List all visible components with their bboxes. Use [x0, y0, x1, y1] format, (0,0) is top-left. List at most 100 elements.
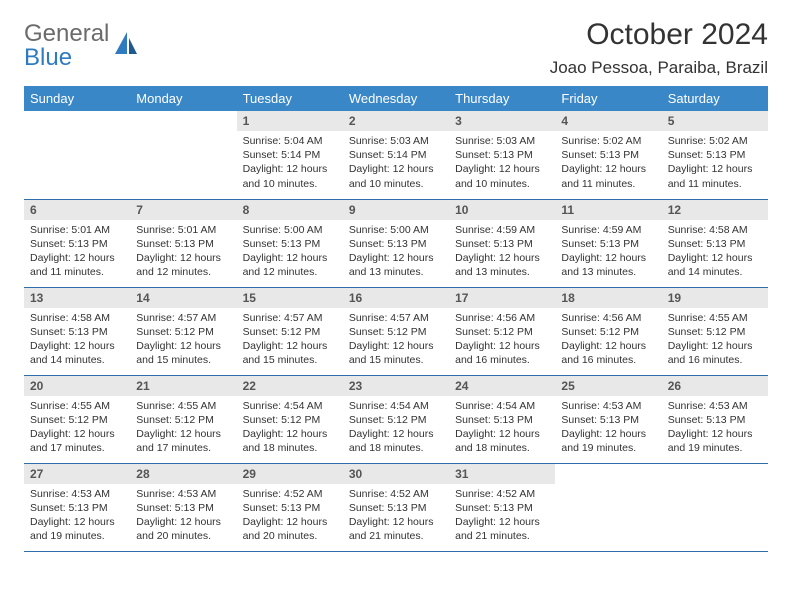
calendar-cell: 22Sunrise: 4:54 AMSunset: 5:12 PMDayligh… — [237, 375, 343, 463]
day-number: 30 — [343, 464, 449, 484]
day-details: Sunrise: 4:53 AMSunset: 5:13 PMDaylight:… — [24, 484, 130, 548]
calendar-cell: 31Sunrise: 4:52 AMSunset: 5:13 PMDayligh… — [449, 463, 555, 551]
calendar-cell: 10Sunrise: 4:59 AMSunset: 5:13 PMDayligh… — [449, 199, 555, 287]
day-number: 5 — [662, 111, 768, 131]
day-details: Sunrise: 4:53 AMSunset: 5:13 PMDaylight:… — [555, 396, 661, 460]
calendar-cell: 30Sunrise: 4:52 AMSunset: 5:13 PMDayligh… — [343, 463, 449, 551]
day-number: 7 — [130, 200, 236, 220]
calendar-cell: 12Sunrise: 4:58 AMSunset: 5:13 PMDayligh… — [662, 199, 768, 287]
brand-logo: General Blue — [24, 22, 139, 70]
header: General Blue October 2024 Joao Pessoa, P… — [24, 18, 768, 78]
day-number: 29 — [237, 464, 343, 484]
calendar-cell: 29Sunrise: 4:52 AMSunset: 5:13 PMDayligh… — [237, 463, 343, 551]
day-header: Monday — [130, 86, 236, 111]
day-header: Thursday — [449, 86, 555, 111]
calendar-cell: 25Sunrise: 4:53 AMSunset: 5:13 PMDayligh… — [555, 375, 661, 463]
day-details: Sunrise: 5:02 AMSunset: 5:13 PMDaylight:… — [555, 131, 661, 195]
day-details: Sunrise: 4:57 AMSunset: 5:12 PMDaylight:… — [343, 308, 449, 372]
calendar-cell: 5Sunrise: 5:02 AMSunset: 5:13 PMDaylight… — [662, 111, 768, 199]
calendar-cell: 14Sunrise: 4:57 AMSunset: 5:12 PMDayligh… — [130, 287, 236, 375]
day-number: 8 — [237, 200, 343, 220]
day-details: Sunrise: 4:56 AMSunset: 5:12 PMDaylight:… — [555, 308, 661, 372]
day-number: 13 — [24, 288, 130, 308]
calendar-cell: .. — [662, 463, 768, 551]
day-number: 1 — [237, 111, 343, 131]
location: Joao Pessoa, Paraiba, Brazil — [550, 58, 768, 78]
day-number: 26 — [662, 376, 768, 396]
day-number: 15 — [237, 288, 343, 308]
month-title: October 2024 — [550, 18, 768, 52]
day-number: 24 — [449, 376, 555, 396]
day-number: 11 — [555, 200, 661, 220]
calendar-cell: .. — [130, 111, 236, 199]
calendar-cell: .. — [555, 463, 661, 551]
day-header: Tuesday — [237, 86, 343, 111]
day-details: Sunrise: 5:00 AMSunset: 5:13 PMDaylight:… — [343, 220, 449, 284]
calendar-cell: .. — [24, 111, 130, 199]
day-details: Sunrise: 4:57 AMSunset: 5:12 PMDaylight:… — [130, 308, 236, 372]
day-number: 22 — [237, 376, 343, 396]
day-number: 27 — [24, 464, 130, 484]
calendar-cell: 3Sunrise: 5:03 AMSunset: 5:13 PMDaylight… — [449, 111, 555, 199]
day-number: 20 — [24, 376, 130, 396]
day-details: Sunrise: 4:59 AMSunset: 5:13 PMDaylight:… — [449, 220, 555, 284]
calendar-cell: 13Sunrise: 4:58 AMSunset: 5:13 PMDayligh… — [24, 287, 130, 375]
calendar-cell: 27Sunrise: 4:53 AMSunset: 5:13 PMDayligh… — [24, 463, 130, 551]
day-details: Sunrise: 4:52 AMSunset: 5:13 PMDaylight:… — [449, 484, 555, 548]
day-number: 21 — [130, 376, 236, 396]
day-number: 12 — [662, 200, 768, 220]
day-details: Sunrise: 4:54 AMSunset: 5:13 PMDaylight:… — [449, 396, 555, 460]
title-block: October 2024 Joao Pessoa, Paraiba, Brazi… — [550, 18, 768, 78]
calendar-body: ....1Sunrise: 5:04 AMSunset: 5:14 PMDayl… — [24, 111, 768, 551]
day-header: Sunday — [24, 86, 130, 111]
day-number: 18 — [555, 288, 661, 308]
day-details: Sunrise: 5:03 AMSunset: 5:14 PMDaylight:… — [343, 131, 449, 195]
day-details: Sunrise: 4:53 AMSunset: 5:13 PMDaylight:… — [662, 396, 768, 460]
calendar-cell: 11Sunrise: 4:59 AMSunset: 5:13 PMDayligh… — [555, 199, 661, 287]
calendar-cell: 9Sunrise: 5:00 AMSunset: 5:13 PMDaylight… — [343, 199, 449, 287]
calendar-cell: 20Sunrise: 4:55 AMSunset: 5:12 PMDayligh… — [24, 375, 130, 463]
calendar-cell: 16Sunrise: 4:57 AMSunset: 5:12 PMDayligh… — [343, 287, 449, 375]
day-header-row: SundayMondayTuesdayWednesdayThursdayFrid… — [24, 86, 768, 111]
day-details: Sunrise: 5:01 AMSunset: 5:13 PMDaylight:… — [130, 220, 236, 284]
day-details: Sunrise: 4:56 AMSunset: 5:12 PMDaylight:… — [449, 308, 555, 372]
calendar-cell: 19Sunrise: 4:55 AMSunset: 5:12 PMDayligh… — [662, 287, 768, 375]
calendar-cell: 4Sunrise: 5:02 AMSunset: 5:13 PMDaylight… — [555, 111, 661, 199]
calendar-cell: 21Sunrise: 4:55 AMSunset: 5:12 PMDayligh… — [130, 375, 236, 463]
day-number: 17 — [449, 288, 555, 308]
day-number: 19 — [662, 288, 768, 308]
day-number: 31 — [449, 464, 555, 484]
calendar-cell: 24Sunrise: 4:54 AMSunset: 5:13 PMDayligh… — [449, 375, 555, 463]
day-number: 16 — [343, 288, 449, 308]
day-details: Sunrise: 5:01 AMSunset: 5:13 PMDaylight:… — [24, 220, 130, 284]
calendar-week: 20Sunrise: 4:55 AMSunset: 5:12 PMDayligh… — [24, 375, 768, 463]
day-details: Sunrise: 4:55 AMSunset: 5:12 PMDaylight:… — [130, 396, 236, 460]
calendar-cell: 7Sunrise: 5:01 AMSunset: 5:13 PMDaylight… — [130, 199, 236, 287]
day-details: Sunrise: 4:57 AMSunset: 5:12 PMDaylight:… — [237, 308, 343, 372]
day-details: Sunrise: 4:58 AMSunset: 5:13 PMDaylight:… — [662, 220, 768, 284]
day-details: Sunrise: 5:04 AMSunset: 5:14 PMDaylight:… — [237, 131, 343, 195]
calendar-week: 27Sunrise: 4:53 AMSunset: 5:13 PMDayligh… — [24, 463, 768, 551]
day-number: 14 — [130, 288, 236, 308]
calendar-cell: 17Sunrise: 4:56 AMSunset: 5:12 PMDayligh… — [449, 287, 555, 375]
day-details: Sunrise: 4:58 AMSunset: 5:13 PMDaylight:… — [24, 308, 130, 372]
brand-text-1: General — [24, 20, 109, 47]
calendar-cell: 2Sunrise: 5:03 AMSunset: 5:14 PMDaylight… — [343, 111, 449, 199]
sail-icon — [113, 30, 139, 63]
day-header: Friday — [555, 86, 661, 111]
day-number: 9 — [343, 200, 449, 220]
calendar-cell: 6Sunrise: 5:01 AMSunset: 5:13 PMDaylight… — [24, 199, 130, 287]
calendar-cell: 1Sunrise: 5:04 AMSunset: 5:14 PMDaylight… — [237, 111, 343, 199]
calendar-cell: 18Sunrise: 4:56 AMSunset: 5:12 PMDayligh… — [555, 287, 661, 375]
day-number: 2 — [343, 111, 449, 131]
day-details: Sunrise: 5:03 AMSunset: 5:13 PMDaylight:… — [449, 131, 555, 195]
day-details: Sunrise: 4:54 AMSunset: 5:12 PMDaylight:… — [343, 396, 449, 460]
day-details: Sunrise: 4:53 AMSunset: 5:13 PMDaylight:… — [130, 484, 236, 548]
day-details: Sunrise: 5:02 AMSunset: 5:13 PMDaylight:… — [662, 131, 768, 195]
calendar-cell: 15Sunrise: 4:57 AMSunset: 5:12 PMDayligh… — [237, 287, 343, 375]
day-details: Sunrise: 5:00 AMSunset: 5:13 PMDaylight:… — [237, 220, 343, 284]
calendar-cell: 8Sunrise: 5:00 AMSunset: 5:13 PMDaylight… — [237, 199, 343, 287]
day-header: Wednesday — [343, 86, 449, 111]
day-details: Sunrise: 4:59 AMSunset: 5:13 PMDaylight:… — [555, 220, 661, 284]
calendar-table: SundayMondayTuesdayWednesdayThursdayFrid… — [24, 86, 768, 552]
